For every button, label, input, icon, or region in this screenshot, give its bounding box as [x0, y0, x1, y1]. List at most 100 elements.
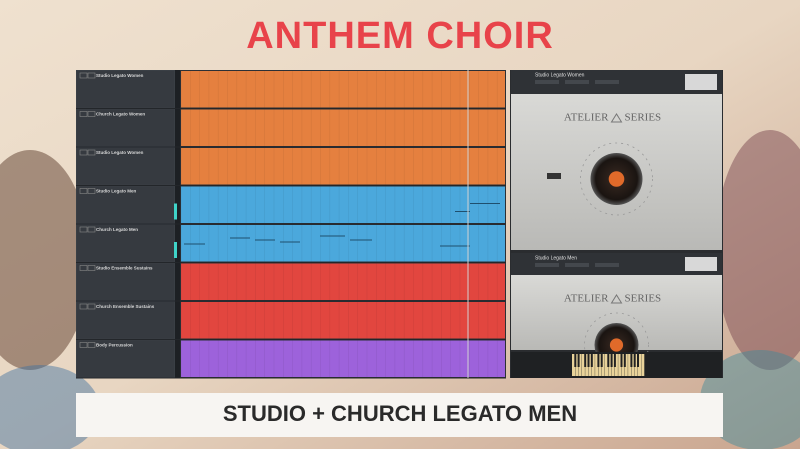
bg-figure	[0, 150, 90, 370]
white-key[interactable]	[638, 354, 641, 376]
daw: Studio Legato Women Church Legato Women St…	[76, 70, 506, 379]
black-key[interactable]	[623, 354, 626, 367]
header-field	[595, 80, 619, 84]
white-key[interactable]	[601, 354, 605, 376]
clip[interactable]	[181, 340, 505, 378]
track-header	[77, 225, 174, 262]
track-header	[77, 109, 174, 146]
white-key[interactable]	[631, 354, 635, 376]
brand-right: SERIES	[625, 112, 662, 124]
track-name: Church Legato Women	[96, 112, 145, 117]
black-key[interactable]	[574, 354, 577, 367]
level-meter	[174, 242, 177, 258]
black-key[interactable]	[637, 354, 639, 367]
mute-button	[79, 303, 88, 310]
mute-button	[79, 226, 88, 233]
level-meter	[174, 203, 177, 220]
black-key[interactable]	[577, 354, 580, 367]
plugin-name: Studio Legato Men	[535, 255, 577, 261]
track-name: Studio Legato Women	[96, 150, 144, 155]
knob-light	[608, 171, 625, 187]
white-key[interactable]	[611, 354, 615, 376]
mute-button	[79, 342, 88, 348]
clip[interactable]	[181, 148, 505, 185]
knob-ring	[580, 142, 653, 216]
black-key[interactable]	[620, 354, 623, 367]
header-field	[565, 263, 589, 267]
white-key[interactable]	[624, 354, 628, 376]
bg-figure	[700, 350, 800, 449]
clip[interactable]	[181, 71, 505, 108]
solo-button	[87, 149, 96, 156]
track-header	[77, 263, 174, 300]
white-key[interactable]	[572, 354, 575, 376]
solo-button	[87, 226, 96, 233]
solo-button	[87, 72, 96, 79]
black-key[interactable]	[597, 354, 600, 367]
white-key[interactable]	[578, 354, 582, 376]
knob-light	[609, 338, 624, 352]
track-header	[77, 186, 174, 223]
black-key[interactable]	[590, 354, 593, 367]
white-key[interactable]	[641, 354, 645, 376]
white-key[interactable]	[585, 354, 589, 376]
solo-button	[87, 265, 96, 271]
solo-button	[87, 342, 96, 348]
brand-left: ATELIER	[564, 293, 609, 305]
caption: STUDIO + CHURCH LEGATO MEN	[223, 401, 577, 426]
mute-button	[79, 265, 88, 271]
black-key[interactable]	[587, 354, 590, 367]
solo-button	[87, 188, 96, 194]
clip[interactable]	[181, 225, 505, 262]
header-slider	[685, 74, 717, 90]
black-key[interactable]	[584, 354, 587, 367]
clip[interactable]	[181, 109, 505, 147]
brand-logo	[610, 113, 623, 123]
track-name: Church Legato Men	[96, 227, 138, 232]
white-key[interactable]	[588, 354, 592, 376]
black-key[interactable]	[613, 354, 616, 367]
white-key[interactable]	[598, 354, 602, 376]
black-key[interactable]	[630, 354, 633, 367]
track-name: Studio Ensemble Sustains	[96, 266, 153, 271]
white-key[interactable]	[618, 354, 622, 376]
track-header	[77, 71, 174, 108]
track-header	[77, 148, 174, 185]
header-field	[565, 80, 589, 84]
white-key[interactable]	[614, 354, 618, 376]
caption-bar	[76, 393, 723, 437]
white-key[interactable]	[628, 354, 632, 376]
clip[interactable]	[181, 302, 505, 339]
black-key[interactable]	[600, 354, 603, 367]
white-key[interactable]	[575, 354, 579, 376]
brand-left: ATELIER	[564, 112, 609, 124]
white-key[interactable]	[591, 354, 595, 376]
black-key[interactable]	[633, 354, 636, 367]
header-field	[535, 263, 559, 267]
solo-button	[87, 111, 96, 117]
brand-right: SERIES	[625, 293, 662, 305]
track-name: Body Percussion	[96, 343, 133, 348]
white-key[interactable]	[634, 354, 638, 376]
knob-ring	[584, 312, 649, 378]
white-key[interactable]	[608, 354, 612, 376]
solo-button	[87, 303, 96, 310]
clip[interactable]	[181, 186, 505, 224]
white-key[interactable]	[595, 354, 599, 376]
black-key[interactable]	[610, 354, 613, 367]
white-key[interactable]	[581, 354, 585, 376]
white-key[interactable]	[621, 354, 625, 376]
brand-logo	[610, 294, 623, 304]
black-key[interactable]	[607, 354, 610, 367]
mute-button	[79, 149, 88, 156]
track-name: Church Ensemble Sustains	[96, 304, 155, 309]
plugin-area: Studio Legato Women ATELIER SERIES Studio L…	[510, 70, 723, 378]
track-header	[77, 302, 174, 339]
header-slider	[685, 257, 717, 271]
white-key[interactable]	[605, 354, 608, 376]
clip[interactable]	[181, 263, 505, 301]
track-name: Studio Legato Men	[96, 189, 136, 194]
mute-button	[79, 111, 88, 117]
